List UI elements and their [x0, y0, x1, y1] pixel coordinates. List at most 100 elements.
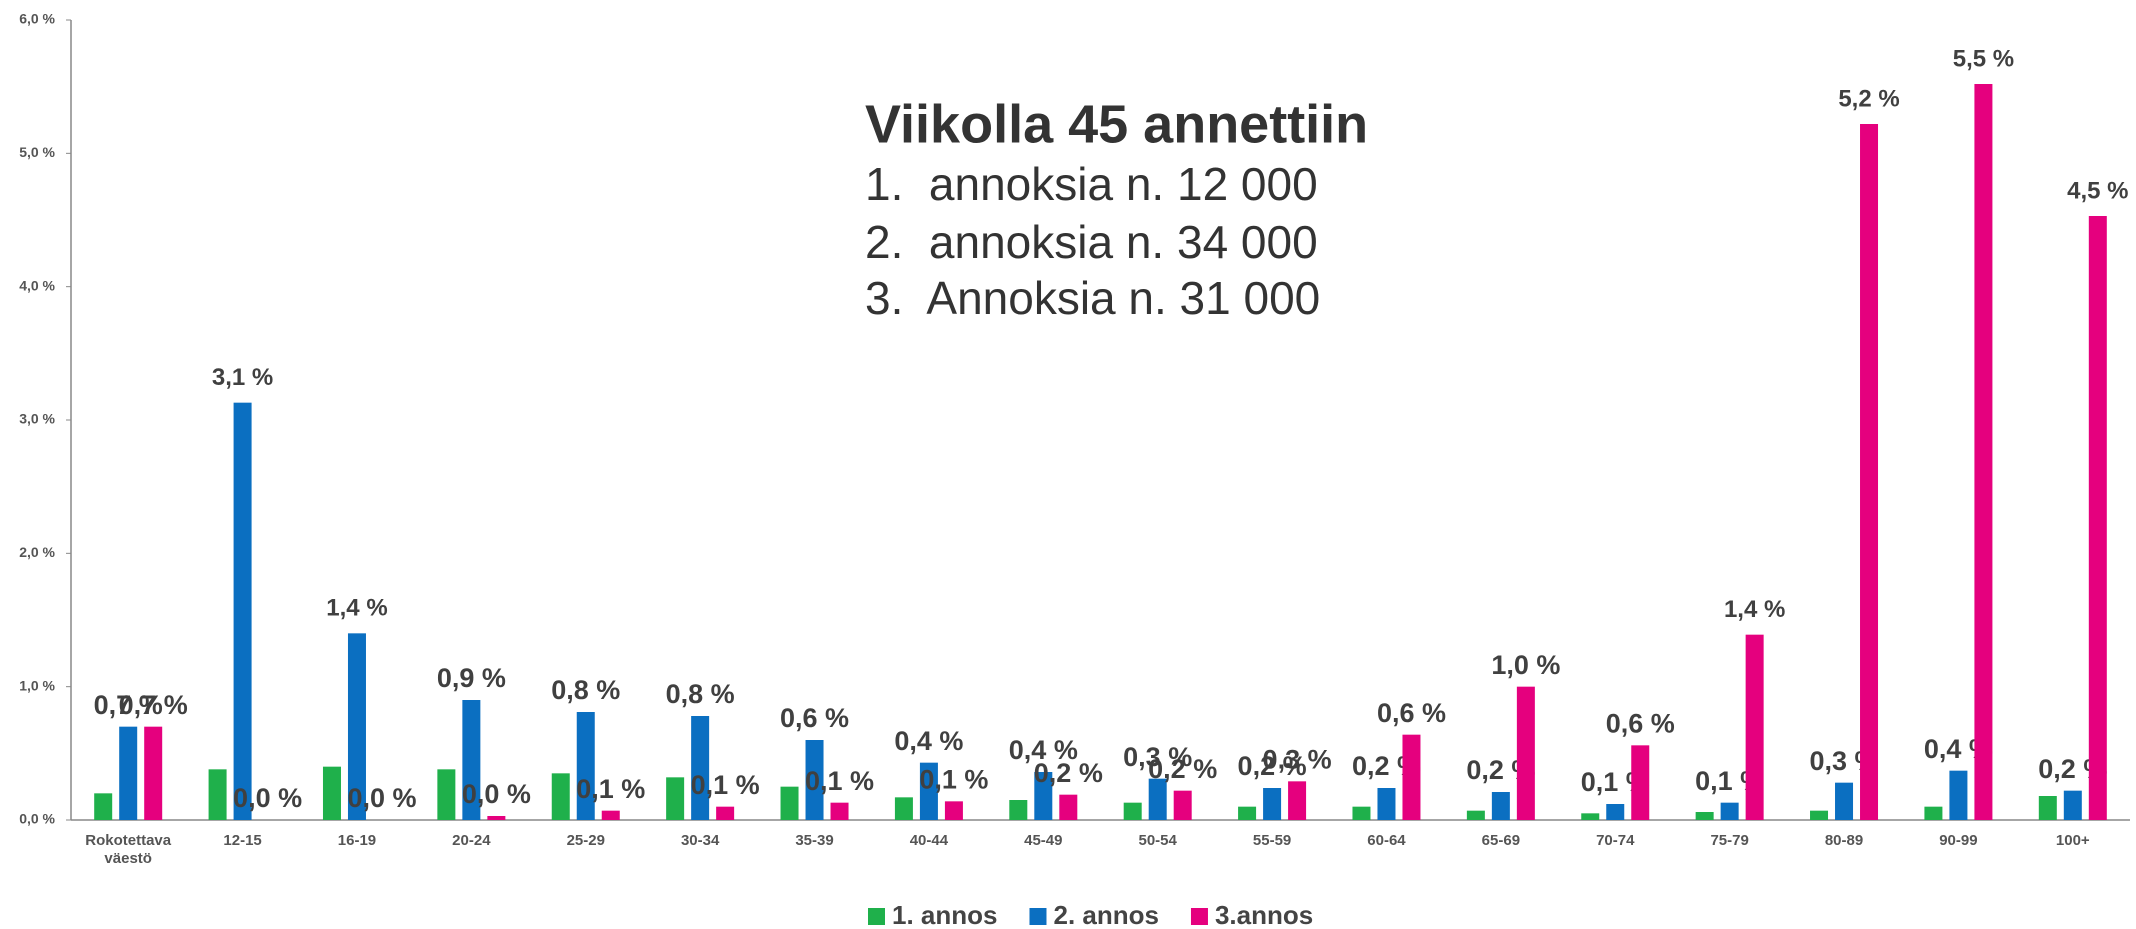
- data-label: 1,4 %: [1724, 596, 1785, 623]
- bar: [2038, 796, 2057, 820]
- bar: [437, 769, 456, 820]
- bar: [322, 766, 341, 820]
- y-tick-label: 6,0 %: [19, 11, 55, 27]
- bar: [208, 769, 227, 820]
- data-label: 0,4 %: [894, 726, 963, 756]
- legend-label: 2. annos: [1053, 900, 1158, 929]
- bar: [1949, 770, 1968, 820]
- bar: [462, 700, 481, 820]
- bar: [1263, 788, 1282, 820]
- y-tick-label: 0,0 %: [19, 811, 55, 827]
- bar: [894, 797, 913, 820]
- bar: [1491, 792, 1510, 820]
- x-tick-label: 45-49: [1024, 832, 1063, 849]
- bar: [1402, 734, 1421, 820]
- bar: [1924, 806, 1943, 820]
- data-label: 0,1 %: [691, 770, 760, 800]
- data-label: 0,0 %: [462, 779, 531, 809]
- y-tick-label: 2,0 %: [19, 544, 55, 560]
- data-label: 0,2 %: [1238, 751, 1307, 781]
- x-tick-label: 55-59: [1252, 832, 1292, 849]
- x-tick-label: 60-64: [1367, 832, 1406, 849]
- data-label: 0,1 %: [805, 766, 874, 796]
- annotation-item: 1. annoksia n. 12 000: [865, 158, 1318, 210]
- y-tick-label: 1,0 %: [19, 677, 55, 693]
- data-label: 0,2 %: [1034, 758, 1103, 788]
- data-label: 0,6 %: [780, 703, 849, 733]
- legend-label: 3.annos: [1215, 900, 1313, 929]
- annotation-item: 2. annoksia n. 34 000: [865, 216, 1318, 268]
- data-label: 0,6 %: [1606, 708, 1675, 738]
- legend-swatch: [1029, 908, 1047, 925]
- x-tick-label: 12-15: [223, 832, 262, 849]
- bar: [1810, 810, 1829, 820]
- bar: [1352, 806, 1371, 820]
- data-label: 0,2 %: [1148, 754, 1217, 784]
- data-label: 0,0 %: [233, 783, 302, 813]
- data-label: 0,8 %: [666, 679, 735, 709]
- bar: [1034, 772, 1053, 820]
- annotation-title: Viikolla 45 annettiin: [865, 94, 1368, 154]
- data-label: 0,8 %: [551, 675, 620, 705]
- bar: [716, 806, 735, 820]
- data-label: 3,1 %: [212, 364, 273, 391]
- bar: [1148, 778, 1167, 820]
- data-label: 0,7 %: [119, 690, 188, 720]
- bar: [944, 801, 963, 820]
- bar: [1720, 802, 1739, 820]
- bar: [1059, 794, 1078, 820]
- bar: [551, 773, 570, 820]
- legend-label: 1. annos: [892, 900, 997, 929]
- bar: [1123, 802, 1142, 820]
- data-label: 0,4 %: [1009, 735, 1078, 765]
- legend-swatch: [868, 908, 885, 925]
- data-label: 0,3 %: [1123, 742, 1192, 772]
- annotation-item: 3. Annoksia n. 31 000: [865, 272, 1320, 324]
- data-label: 1,0 %: [1491, 650, 1560, 680]
- bar: [1516, 686, 1535, 820]
- bar: [144, 726, 163, 820]
- bar: [2088, 216, 2107, 820]
- bar: [1009, 800, 1028, 820]
- x-tick-label: 90-99: [1939, 832, 1978, 849]
- x-tick-label: 20-24: [452, 832, 491, 849]
- x-tick-label: 100+: [2055, 832, 2090, 849]
- bar: [576, 712, 595, 820]
- data-label: 0,9 %: [437, 663, 506, 693]
- x-tick-label: 80-89: [1824, 832, 1864, 849]
- x-tick-label: 25-29: [566, 832, 605, 849]
- x-tick-label: 16-19: [337, 832, 377, 849]
- bar: [601, 810, 620, 820]
- x-tick-label: 40-44: [909, 832, 949, 849]
- data-label: 0,1 %: [576, 774, 645, 804]
- bar: [691, 716, 710, 820]
- data-label: 0,6 %: [1377, 698, 1446, 728]
- bar: [233, 402, 252, 820]
- bar: [666, 777, 685, 820]
- data-label: 0,0 %: [347, 783, 416, 813]
- bar: [1238, 806, 1257, 820]
- bar: [830, 802, 849, 820]
- y-tick-label: 5,0 %: [19, 144, 55, 160]
- data-label: 0,7 %: [94, 690, 163, 720]
- data-label: 0,1 %: [919, 764, 988, 794]
- bar: [919, 762, 938, 820]
- bar: [347, 633, 366, 820]
- data-label: 4,5 %: [2067, 177, 2128, 204]
- data-label: 1,4 %: [326, 595, 387, 622]
- x-tick-label: 75-79: [1710, 832, 1749, 849]
- x-tick-label: Rokotettava väestö: [85, 832, 172, 867]
- bar: [805, 740, 824, 820]
- bar: [94, 793, 113, 820]
- bar: [780, 786, 799, 820]
- x-tick-label: 50-54: [1138, 832, 1177, 849]
- y-tick-label: 3,0 %: [19, 411, 55, 427]
- bar: [1745, 634, 1764, 820]
- data-label: 5,5 %: [1953, 45, 2014, 72]
- x-tick-label: 30-34: [680, 832, 720, 849]
- bar: [1173, 790, 1192, 820]
- data-label: 5,2 %: [1838, 85, 1899, 112]
- bar: [1835, 782, 1854, 820]
- bar: [1288, 781, 1307, 820]
